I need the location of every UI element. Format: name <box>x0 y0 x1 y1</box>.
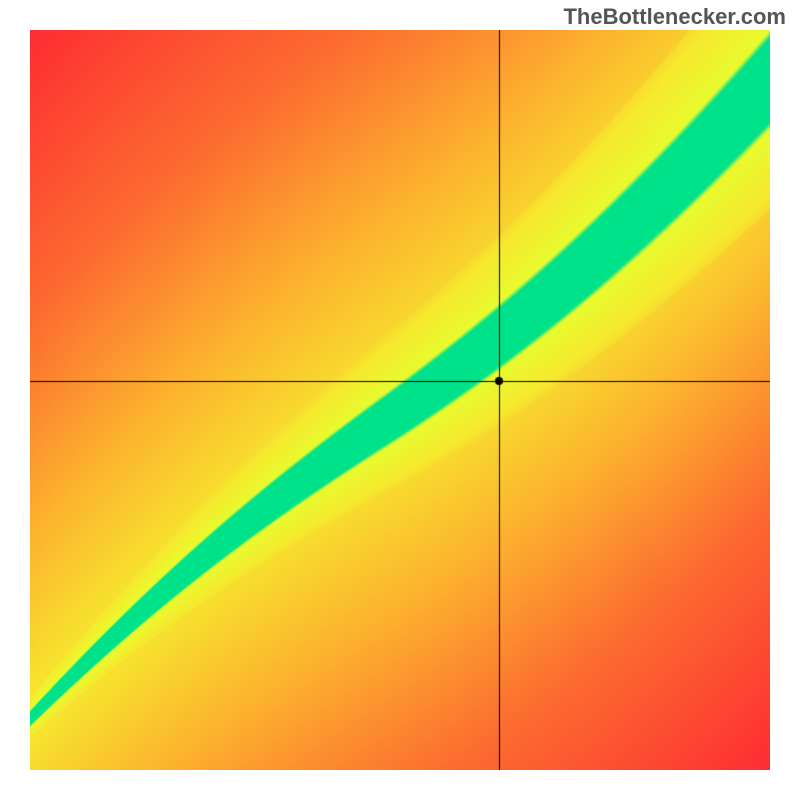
heatmap-canvas <box>30 30 770 770</box>
plot-area <box>30 30 770 770</box>
watermark-label: TheBottlenecker.com <box>563 4 786 30</box>
chart-container: TheBottlenecker.com <box>0 0 800 800</box>
